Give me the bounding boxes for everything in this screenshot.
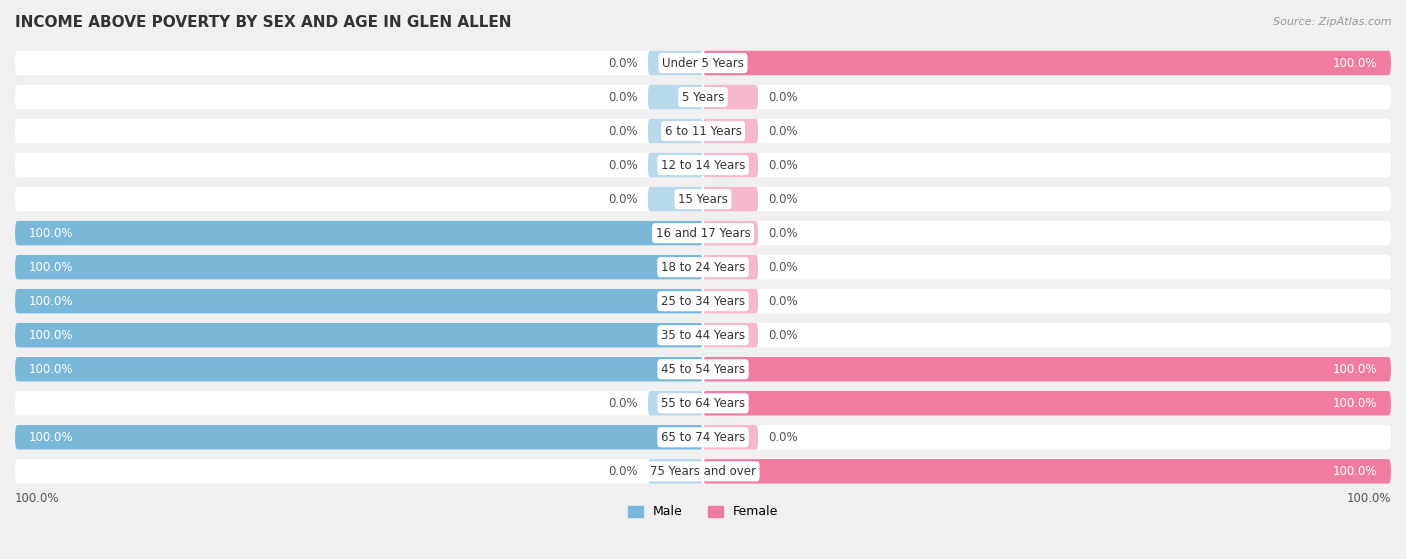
Text: 0.0%: 0.0% <box>607 91 638 103</box>
Text: 0.0%: 0.0% <box>768 91 799 103</box>
FancyBboxPatch shape <box>15 221 703 245</box>
FancyBboxPatch shape <box>703 425 758 449</box>
FancyBboxPatch shape <box>703 119 758 143</box>
FancyBboxPatch shape <box>648 51 703 75</box>
FancyBboxPatch shape <box>15 357 1391 381</box>
Text: 35 to 44 Years: 35 to 44 Years <box>661 329 745 342</box>
FancyBboxPatch shape <box>15 221 1391 245</box>
Text: 100.0%: 100.0% <box>15 492 59 505</box>
Text: 45 to 54 Years: 45 to 54 Years <box>661 363 745 376</box>
FancyBboxPatch shape <box>703 459 1391 484</box>
FancyBboxPatch shape <box>15 187 1391 211</box>
Text: 0.0%: 0.0% <box>607 397 638 410</box>
Legend: Male, Female: Male, Female <box>623 500 783 523</box>
Text: 6 to 11 Years: 6 to 11 Years <box>665 125 741 138</box>
Text: 100.0%: 100.0% <box>28 260 73 274</box>
Text: 0.0%: 0.0% <box>768 431 799 444</box>
Text: 100.0%: 100.0% <box>28 226 73 240</box>
Text: 0.0%: 0.0% <box>607 125 638 138</box>
Text: Under 5 Years: Under 5 Years <box>662 56 744 69</box>
FancyBboxPatch shape <box>648 459 703 484</box>
FancyBboxPatch shape <box>15 459 1391 484</box>
FancyBboxPatch shape <box>15 153 1391 177</box>
FancyBboxPatch shape <box>648 187 703 211</box>
FancyBboxPatch shape <box>15 425 703 449</box>
Text: 0.0%: 0.0% <box>607 193 638 206</box>
Text: 16 and 17 Years: 16 and 17 Years <box>655 226 751 240</box>
Text: 100.0%: 100.0% <box>28 363 73 376</box>
Text: 100.0%: 100.0% <box>1333 363 1378 376</box>
FancyBboxPatch shape <box>15 85 1391 109</box>
FancyBboxPatch shape <box>15 391 1391 415</box>
FancyBboxPatch shape <box>648 85 703 109</box>
Text: 0.0%: 0.0% <box>768 125 799 138</box>
Text: 55 to 64 Years: 55 to 64 Years <box>661 397 745 410</box>
Text: 0.0%: 0.0% <box>607 465 638 478</box>
FancyBboxPatch shape <box>15 357 703 381</box>
FancyBboxPatch shape <box>648 153 703 177</box>
Text: INCOME ABOVE POVERTY BY SEX AND AGE IN GLEN ALLEN: INCOME ABOVE POVERTY BY SEX AND AGE IN G… <box>15 15 512 30</box>
FancyBboxPatch shape <box>15 119 1391 143</box>
FancyBboxPatch shape <box>15 425 1391 449</box>
Text: 0.0%: 0.0% <box>607 56 638 69</box>
FancyBboxPatch shape <box>15 289 703 314</box>
Text: 100.0%: 100.0% <box>1333 56 1378 69</box>
Text: 75 Years and over: 75 Years and over <box>650 465 756 478</box>
Text: 100.0%: 100.0% <box>1333 465 1378 478</box>
Text: 0.0%: 0.0% <box>768 226 799 240</box>
Text: 12 to 14 Years: 12 to 14 Years <box>661 159 745 172</box>
FancyBboxPatch shape <box>703 153 758 177</box>
Text: 25 to 34 Years: 25 to 34 Years <box>661 295 745 307</box>
Text: 0.0%: 0.0% <box>607 159 638 172</box>
FancyBboxPatch shape <box>15 255 703 280</box>
Text: Source: ZipAtlas.com: Source: ZipAtlas.com <box>1274 17 1392 27</box>
Text: 0.0%: 0.0% <box>768 193 799 206</box>
Text: 100.0%: 100.0% <box>1347 492 1391 505</box>
FancyBboxPatch shape <box>15 289 1391 314</box>
FancyBboxPatch shape <box>15 323 1391 348</box>
FancyBboxPatch shape <box>15 51 1391 75</box>
Text: 18 to 24 Years: 18 to 24 Years <box>661 260 745 274</box>
FancyBboxPatch shape <box>648 119 703 143</box>
Text: 100.0%: 100.0% <box>28 431 73 444</box>
Text: 0.0%: 0.0% <box>768 329 799 342</box>
FancyBboxPatch shape <box>703 255 758 280</box>
FancyBboxPatch shape <box>703 51 1391 75</box>
FancyBboxPatch shape <box>703 357 1391 381</box>
FancyBboxPatch shape <box>703 221 758 245</box>
FancyBboxPatch shape <box>703 187 758 211</box>
Text: 5 Years: 5 Years <box>682 91 724 103</box>
Text: 0.0%: 0.0% <box>768 295 799 307</box>
Text: 100.0%: 100.0% <box>28 295 73 307</box>
FancyBboxPatch shape <box>648 391 703 415</box>
Text: 100.0%: 100.0% <box>1333 397 1378 410</box>
FancyBboxPatch shape <box>15 323 703 348</box>
FancyBboxPatch shape <box>703 289 758 314</box>
FancyBboxPatch shape <box>703 323 758 348</box>
Text: 65 to 74 Years: 65 to 74 Years <box>661 431 745 444</box>
Text: 100.0%: 100.0% <box>28 329 73 342</box>
Text: 15 Years: 15 Years <box>678 193 728 206</box>
FancyBboxPatch shape <box>15 255 1391 280</box>
FancyBboxPatch shape <box>703 391 1391 415</box>
FancyBboxPatch shape <box>703 85 758 109</box>
Text: 0.0%: 0.0% <box>768 260 799 274</box>
Text: 0.0%: 0.0% <box>768 159 799 172</box>
